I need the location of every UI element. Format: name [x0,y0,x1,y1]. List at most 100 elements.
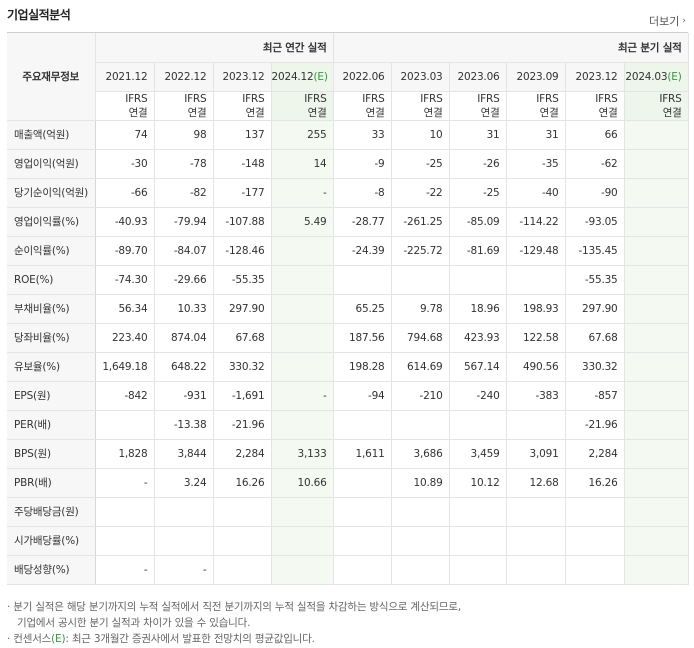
period-header: 2021.12 [95,62,155,92]
period-label: 2023.03 [400,70,443,83]
table-cell [624,439,689,469]
row-label: 부채비율(%) [7,293,96,324]
table-row: 주당배당금(원) [7,496,689,527]
table-cell: 567.14 [449,352,507,382]
table-cell: - [95,555,155,585]
table-cell [624,380,689,411]
row-label: 유보율(%) [7,352,96,382]
row-label: 영업이익률(%) [7,206,96,237]
table-cell [624,120,689,150]
table-cell [271,352,334,382]
table-cell: 74 [95,120,155,150]
table-cell: -21.96 [213,410,272,440]
ifrs-consolidated: 연결 [423,106,443,119]
ifrs-standard: IFRS [420,92,443,105]
table-cell: 66 [565,120,625,150]
table-cell [271,496,334,527]
table-cell: 9.78 [391,293,450,324]
table-cell: -62 [565,149,625,179]
table-cell [391,265,450,295]
footnotes: · 분기 실적은 해당 분기까지의 누적 실적에서 직전 분기까지의 누적 실적… [7,599,461,647]
table-cell [449,555,507,585]
table-cell: 5.49 [271,206,334,237]
period-label: 2024.12 [271,70,314,83]
table-cell [391,496,450,527]
table-cell: 255 [271,120,334,150]
table-cell: -107.88 [213,206,272,237]
table-cell: -26 [449,149,507,179]
ifrs-standard: IFRS [659,92,682,105]
ifrs-label: IFRS 연결 [624,91,689,121]
estimate-mark: (E) [667,70,682,83]
ifrs-standard: IFRS [536,92,559,105]
table-cell [624,293,689,324]
table-cell: -22 [391,178,450,208]
table-cell: -28.77 [332,206,392,237]
row-label: 주당배당금(원) [7,496,96,527]
table-cell: -240 [449,380,507,411]
period-label: 2023.06 [457,70,500,83]
period-label: 2023.09 [516,70,559,83]
table-row: 영업이익률(%) -40.93 -79.94 -107.88 5.49 -28.77 -26… [7,206,689,237]
table-cell: 187.56 [332,323,392,353]
table-cell [213,555,272,585]
table-cell: - [154,555,214,585]
table-cell: -210 [391,380,450,411]
table-cell: 330.32 [213,352,272,382]
ifrs-label: IFRS 연결 [565,91,625,121]
more-link[interactable]: 더보기 › [649,13,686,29]
ifrs-standard: IFRS [595,92,618,105]
ifrs-consolidated: 연결 [187,106,207,119]
ifrs-label: IFRS 연결 [95,91,155,121]
table-cell: 137 [213,120,272,150]
footnote-line-2: 기업에서 공시한 분기 실적과 차이가 있을 수 있습니다. [17,617,251,629]
ifrs-consolidated: 연결 [128,106,148,119]
table-row: 부채비율(%) 56.34 10.33 297.90 65.25 9.78 18.96 198… [7,293,689,324]
table-cell: -89.70 [95,236,155,266]
period-header: 2023.12 [565,62,625,92]
table-cell: - [95,468,155,498]
ifrs-standard: IFRS [184,92,207,105]
table-cell: 18.96 [449,293,507,324]
table-cell [391,555,450,585]
table-row: PER(배) -13.38 -21.96 -21.96 [7,410,689,440]
table-cell: -383 [506,380,566,411]
ifrs-label: IFRS 연결 [506,91,566,121]
table-cell [624,206,689,237]
table-cell: -82 [154,178,214,208]
table-cell: - [271,178,334,208]
footnote-line-1: · 분기 실적은 해당 분기까지의 누적 실적에서 직전 분기까지의 누적 실적… [7,601,461,613]
table-cell: 2,284 [213,439,272,469]
annual-group-header: 최근 연간 실적 [95,33,334,63]
ifrs-standard: IFRS [362,92,385,105]
table-cell: -40 [506,178,566,208]
table-cell [449,410,507,440]
row-label: 영업이익(억원) [7,149,96,179]
table-cell [506,555,566,585]
table-cell: -857 [565,380,625,411]
table-cell [213,526,272,556]
ifrs-label: IFRS 연결 [391,91,450,121]
table-cell [95,526,155,556]
table-cell: -84.07 [154,236,214,266]
table-cell: -74.30 [95,265,155,295]
table-cell: -128.46 [213,236,272,266]
table-cell [624,265,689,295]
table-row: 순이익률(%) -89.70 -84.07 -128.46 -24.39 -225.72-… [7,236,689,266]
ifrs-consolidated: 연결 [480,106,500,119]
ifrs-consolidated: 연결 [662,106,682,119]
table-cell: 3,133 [271,439,334,469]
table-cell: -225.72 [391,236,450,266]
table-cell [506,496,566,527]
table-cell [271,293,334,324]
table-cell [565,555,625,585]
table-cell [332,265,392,295]
table-cell: 31 [506,120,566,150]
quarter-group-header: 최근 분기 실적 [332,33,689,63]
table-cell [449,265,507,295]
table-cell [506,410,566,440]
table-cell: 122.58 [506,323,566,353]
table-cell: -90 [565,178,625,208]
footnote-consensus-text: : 최근 3개월간 증권사에서 발표한 전망치의 평균값입니다. [65,633,315,645]
table-cell: -29.66 [154,265,214,295]
